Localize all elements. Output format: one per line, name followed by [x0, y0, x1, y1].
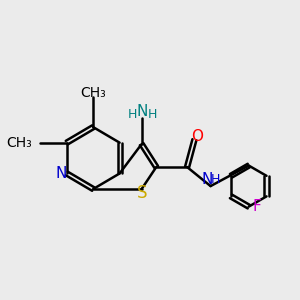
Text: H: H — [148, 108, 158, 121]
Text: N: N — [56, 166, 67, 181]
Text: H: H — [128, 108, 137, 121]
Text: N: N — [136, 104, 148, 119]
Text: H: H — [211, 173, 220, 186]
Text: CH₃: CH₃ — [6, 136, 32, 150]
Text: S: S — [137, 184, 148, 202]
Text: N: N — [201, 172, 213, 187]
Text: F: F — [253, 199, 261, 214]
Text: CH₃: CH₃ — [80, 86, 106, 100]
Text: O: O — [191, 129, 203, 144]
